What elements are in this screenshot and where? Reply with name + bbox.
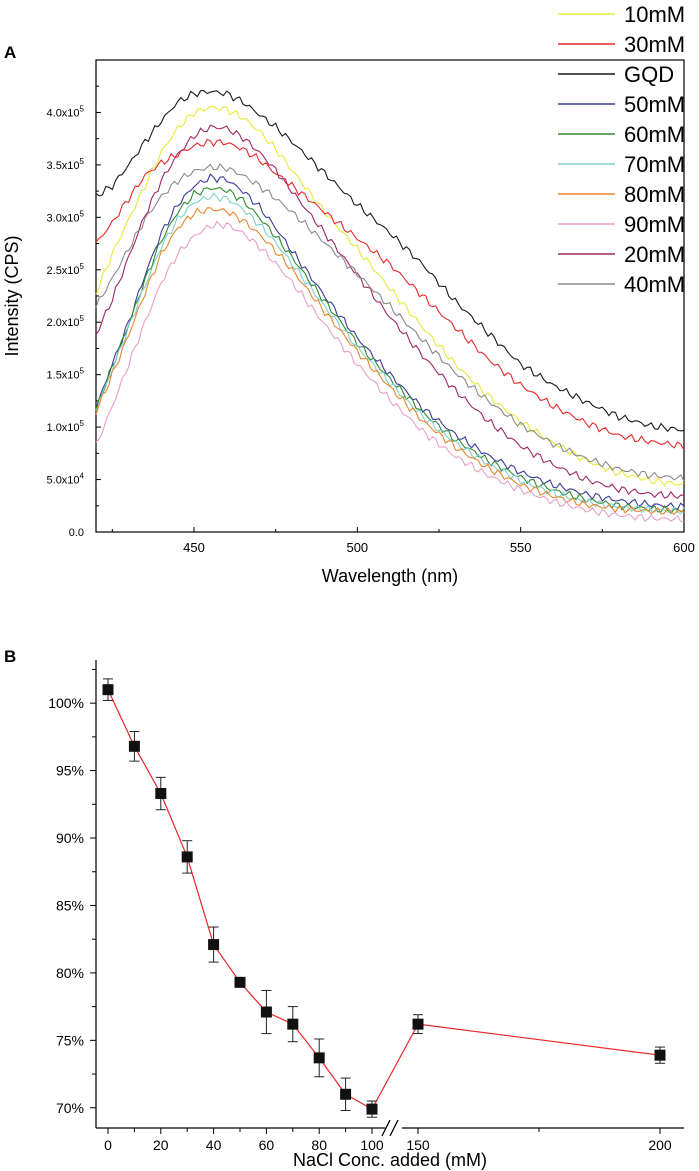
legend-label-60mm: 60mM xyxy=(624,122,685,147)
data-point xyxy=(234,976,246,988)
b-xtick-label: 40 xyxy=(206,1137,222,1153)
data-point xyxy=(340,1088,352,1100)
b-ytick-label: 75% xyxy=(56,1032,84,1048)
series-line-50mm xyxy=(95,173,685,511)
legend-label-20mm: 20mM xyxy=(624,242,685,267)
legend-label-40mm: 40mM xyxy=(624,272,685,297)
a-ytick-label: 3.5x105 xyxy=(47,157,85,172)
panel-b-plot: 70% 75% 80% 85% 90% 95% 100% 0 20 40 60 80 100 150 20… xyxy=(48,660,684,1153)
connector-line xyxy=(186,856,215,945)
data-point xyxy=(128,740,140,752)
legend-label-30mm: 30mM xyxy=(624,32,685,57)
b-ytick-label: 90% xyxy=(56,830,84,846)
series-line-gqd xyxy=(95,90,685,433)
connector-line xyxy=(133,746,162,794)
data-point xyxy=(313,1052,325,1064)
legend-label-90mm: 90mM xyxy=(624,212,685,237)
b-xtick-label: 200 xyxy=(648,1137,672,1153)
a-ytick-label: 2.0x105 xyxy=(47,314,85,329)
data-point xyxy=(366,1103,378,1115)
connector-line xyxy=(213,944,241,983)
b-xtick-label: 20 xyxy=(153,1137,169,1153)
data-point xyxy=(654,1049,666,1061)
b-ytick-label: 100% xyxy=(48,695,84,711)
panel-b-xlabel: NaCl Conc. added (mM) xyxy=(293,1150,487,1170)
series-line-10mm xyxy=(95,105,685,487)
connector-line xyxy=(107,689,135,747)
b-xtick-label: 60 xyxy=(259,1137,275,1153)
a-ytick-label: 0.0 xyxy=(69,527,84,539)
series-line-20mm xyxy=(95,124,685,499)
a-xtick-label: 600 xyxy=(673,540,695,555)
panel-a-label: A xyxy=(4,43,16,62)
panel-a-plot: 0.0 5.0x104 1.0x105 1.5x105 2.0x105 2.5x105 3.… xyxy=(47,2,695,555)
b-ytick-label: 70% xyxy=(56,1100,84,1116)
a-xtick-label: 450 xyxy=(183,540,205,555)
a-ytick-label: 2.5x105 xyxy=(47,262,85,277)
legend-label-50mm: 50mM xyxy=(624,92,685,117)
connector-line xyxy=(160,793,188,858)
connector-line xyxy=(318,1057,347,1095)
a-ytick-label: 5.0x104 xyxy=(47,472,85,487)
data-point xyxy=(181,851,193,863)
a-xtick-label: 550 xyxy=(510,540,532,555)
data-point xyxy=(102,684,114,696)
panel-a-ylabel: Intensity (CPS) xyxy=(2,235,22,356)
b-xtick-label: 100 xyxy=(360,1137,384,1153)
series-line-70mm xyxy=(95,192,685,515)
b-ytick-label: 95% xyxy=(56,763,84,779)
legend-label-80mm: 80mM xyxy=(624,182,685,207)
legend-label-gqd: GQD xyxy=(624,62,674,87)
series-line-90mm xyxy=(95,220,685,523)
a-ytick-label: 1.5x105 xyxy=(47,367,85,382)
a-xtick-label: 500 xyxy=(346,540,368,555)
panel-b-label: B xyxy=(4,647,16,666)
connector-line xyxy=(292,1023,320,1059)
data-point xyxy=(155,788,167,800)
b-xtick-label: 150 xyxy=(406,1137,430,1153)
series-line-80mm xyxy=(95,207,685,516)
axis-break-mark xyxy=(381,1119,399,1137)
data-point xyxy=(412,1018,424,1030)
b-ytick-label: 85% xyxy=(56,897,84,913)
b-xtick-label: 0 xyxy=(104,1137,112,1153)
data-point xyxy=(287,1018,299,1030)
a-ytick-label: 3.0x105 xyxy=(47,209,85,224)
b-ytick-label: 80% xyxy=(56,965,84,981)
connector-line xyxy=(371,1023,419,1110)
legend-label-10mm: 10mM xyxy=(624,2,685,27)
panel-a-xlabel: Wavelength (nm) xyxy=(322,566,458,586)
b-xtick-label: 80 xyxy=(311,1137,327,1153)
data-point xyxy=(260,1006,272,1018)
legend-label-70mm: 70mM xyxy=(624,152,685,177)
a-ytick-label: 1.0x105 xyxy=(47,419,85,434)
a-ytick-label: 4.0x105 xyxy=(47,104,85,119)
series-line-40mm xyxy=(95,162,685,482)
series-line-30mm xyxy=(95,138,685,450)
panel-a-frame xyxy=(95,59,685,533)
data-point xyxy=(208,939,220,951)
connector-line xyxy=(417,1023,661,1056)
